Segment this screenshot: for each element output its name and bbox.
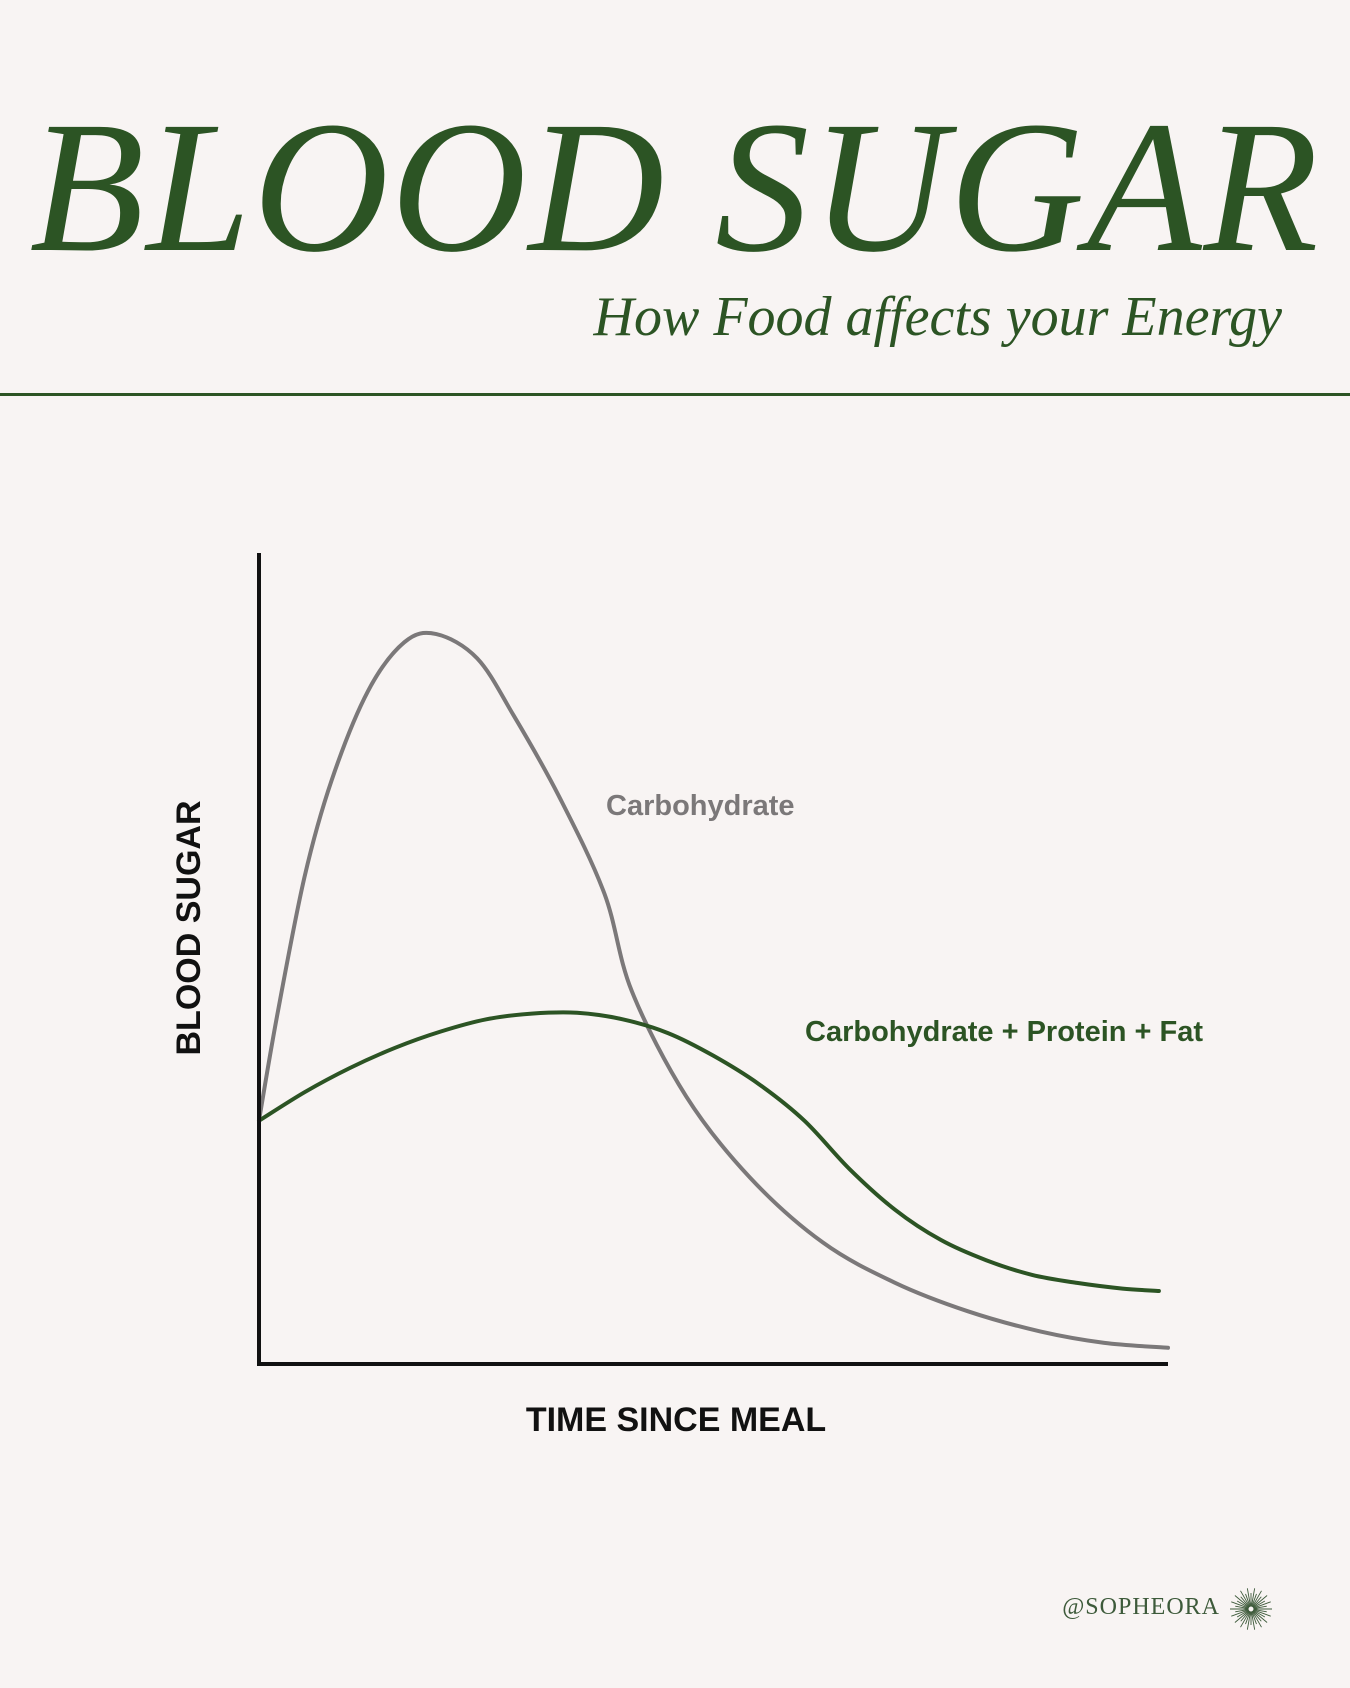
series-label-carb-protein-fat: Carbohydrate + Protein + Fat (805, 1016, 1203, 1048)
author-handle: @SOPHEORA (1062, 1594, 1220, 1620)
header-divider (0, 393, 1350, 396)
x-axis-label: TIME SINCE MEAL (526, 1401, 826, 1439)
page-title: BLOOD SUGAR (29, 82, 1321, 291)
sunburst-icon (1230, 1588, 1272, 1630)
page-subtitle: How Food affects your Energy (593, 286, 1282, 348)
y-axis-label: BLOOD SUGAR (170, 801, 208, 1056)
series-layer (257, 630, 1170, 1350)
series-label-carbohydrate: Carbohydrate (606, 790, 795, 822)
series-line-carb-protein-fat (257, 1010, 1161, 1293)
series-line-carbohydrate (257, 630, 1170, 1350)
